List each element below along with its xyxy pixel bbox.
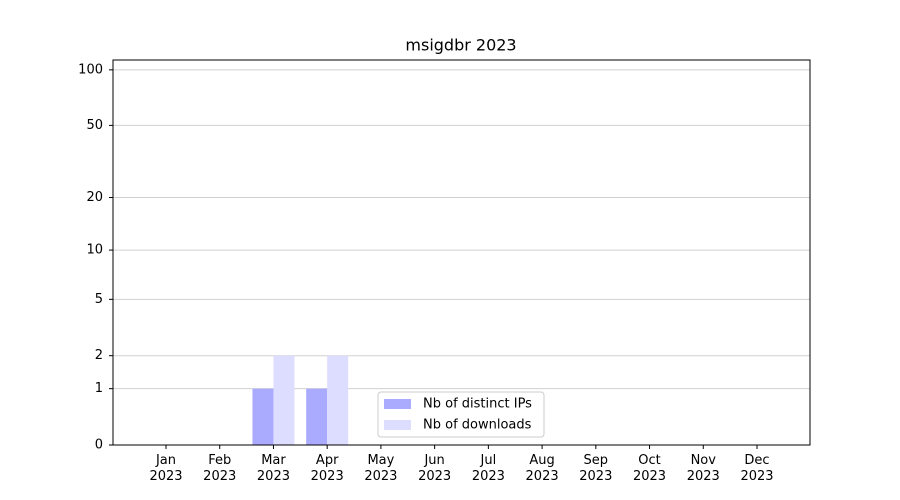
bar	[252, 388, 274, 445]
bar	[306, 388, 328, 445]
legend-box	[377, 391, 545, 438]
x-tick-label: Feb 2023	[203, 453, 237, 484]
y-tick-label: 2	[95, 348, 103, 363]
x-tick-label: Oct 2023	[632, 453, 667, 484]
legend-label: Nb of distinct IPs	[423, 397, 532, 412]
bar	[327, 355, 349, 445]
plot-frame	[112, 59, 811, 446]
x-tick-label: Jun 2023	[418, 453, 452, 484]
y-tick-label: 10	[86, 243, 103, 258]
y-tick-label: 50	[86, 118, 103, 133]
y-tick-label: 5	[95, 292, 103, 307]
legend-swatch	[384, 399, 411, 409]
x-tick-label: May 2023	[364, 453, 398, 484]
y-tick-label: 20	[86, 190, 103, 205]
legend-label: Nb of downloads	[423, 418, 532, 433]
x-tick-label: Jul 2023	[471, 453, 505, 484]
x-tick-label: Jan 2023	[149, 453, 183, 484]
x-tick-label: Aug 2023	[525, 453, 559, 484]
y-tick-label: 0	[95, 438, 103, 453]
legend-swatch	[384, 420, 411, 430]
x-tick-label: Nov 2023	[686, 453, 720, 484]
bar	[273, 355, 295, 445]
x-tick-label: Apr 2023	[310, 453, 344, 484]
x-tick-label: Sep 2023	[579, 453, 613, 484]
chart-title: msigdbr 2023	[405, 36, 516, 55]
x-tick-label: Mar 2023	[256, 453, 290, 484]
x-tick-label: Dec 2023	[740, 453, 774, 484]
y-tick-label: 1	[95, 381, 103, 396]
y-tick-label: 100	[78, 62, 103, 77]
